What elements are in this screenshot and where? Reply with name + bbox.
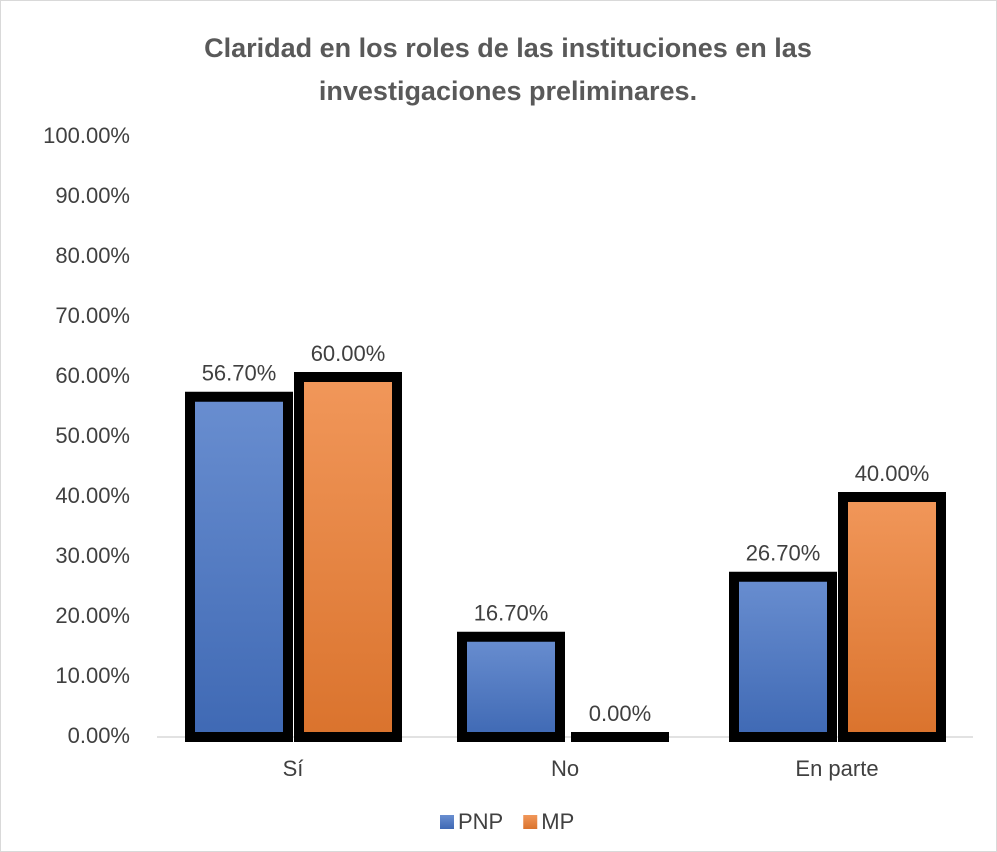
chart-title: Claridad en los roles de las institucion… bbox=[204, 33, 812, 63]
y-tick-label: 60.00% bbox=[55, 363, 130, 388]
data-label: 56.70% bbox=[202, 361, 277, 386]
x-tick-label: En parte bbox=[795, 756, 878, 781]
legend-swatch bbox=[523, 815, 538, 829]
y-tick-label: 30.00% bbox=[55, 543, 130, 568]
bar bbox=[294, 372, 402, 742]
bar bbox=[185, 391, 293, 742]
x-tick-label: No bbox=[551, 756, 579, 781]
bar bbox=[729, 571, 837, 742]
y-tick-label: 90.00% bbox=[55, 183, 130, 208]
x-tick-label: Sí bbox=[283, 756, 304, 781]
bar bbox=[457, 631, 565, 742]
y-tick-label: 0.00% bbox=[68, 723, 130, 748]
legend-label: MP bbox=[541, 809, 574, 834]
data-label: 26.70% bbox=[746, 541, 821, 566]
bar bbox=[838, 492, 946, 742]
data-label: 16.70% bbox=[474, 601, 549, 626]
y-tick-label: 70.00% bbox=[55, 303, 130, 328]
y-tick-label: 50.00% bbox=[55, 423, 130, 448]
legend-label: PNP bbox=[458, 809, 503, 834]
data-label: 40.00% bbox=[855, 461, 930, 486]
legend-swatch bbox=[440, 815, 454, 829]
data-label: 0.00% bbox=[589, 701, 651, 726]
y-tick-label: 10.00% bbox=[55, 663, 130, 688]
data-label: 60.00% bbox=[311, 341, 386, 366]
y-tick-label: 40.00% bbox=[55, 483, 130, 508]
y-tick-label: 80.00% bbox=[55, 243, 130, 268]
y-tick-label: 100.00% bbox=[43, 123, 130, 148]
chart-title: investigaciones preliminares. bbox=[319, 76, 697, 106]
y-tick-label: 20.00% bbox=[55, 603, 130, 628]
